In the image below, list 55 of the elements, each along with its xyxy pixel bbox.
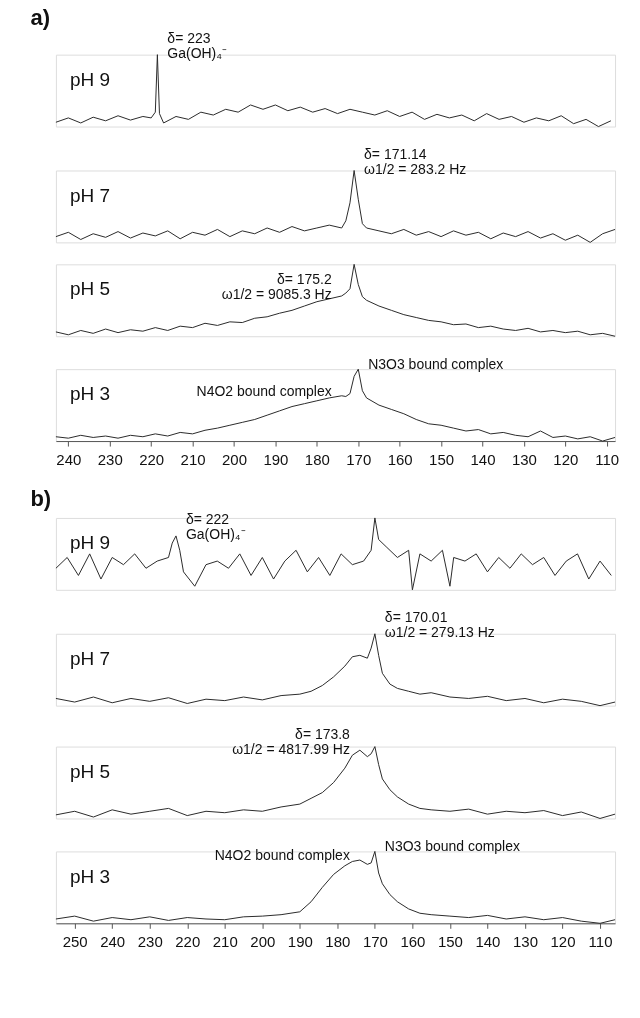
x-tick-label: 110 xyxy=(588,932,613,950)
x-tick-label: 180 xyxy=(325,932,351,950)
x-tick-label: 250 xyxy=(62,932,88,950)
x-tick-label: 110 xyxy=(595,450,620,468)
x-tick-label: 130 xyxy=(511,450,537,468)
series-label: pH 3 xyxy=(69,383,110,405)
series-label: pH 7 xyxy=(69,647,110,669)
x-tick-label: 210 xyxy=(212,932,238,950)
x-tick-label: 160 xyxy=(387,450,413,468)
x-tick-label: 130 xyxy=(512,932,538,950)
annotation: Ga(OH)₄⁻ xyxy=(185,526,246,543)
annotation: δ= 222 xyxy=(185,511,230,528)
series-label: pH 9 xyxy=(69,68,110,90)
x-tick-label: 170 xyxy=(362,932,388,950)
chart-title: a) xyxy=(30,5,50,31)
series-label: pH 7 xyxy=(69,184,110,206)
annotation: N3O3 bound complex xyxy=(384,838,520,855)
x-tick-label: 240 xyxy=(100,932,126,950)
x-tick-label: 190 xyxy=(287,932,313,950)
annotation: δ= 173.8 xyxy=(295,725,351,742)
series-label: pH 5 xyxy=(69,760,110,782)
annotation: N4O2 bound complex xyxy=(214,847,350,864)
series-label: pH 9 xyxy=(69,532,110,554)
annotation: ω1/2 = 279.13 Hz xyxy=(384,624,495,641)
annotation: N4O2 bound complex xyxy=(196,382,332,399)
x-tick-label: 230 xyxy=(137,932,163,950)
series-label: pH 3 xyxy=(69,865,110,887)
series-label: pH 5 xyxy=(69,278,110,300)
x-tick-label: 170 xyxy=(346,450,372,468)
x-tick-label: 190 xyxy=(263,450,289,468)
x-tick-label: 150 xyxy=(429,450,455,468)
x-tick-label: 150 xyxy=(437,932,463,950)
annotation: δ= 175.2 xyxy=(276,271,332,288)
x-tick-label: 140 xyxy=(470,450,496,468)
annotation: ω1/2 = 9085.3 Hz xyxy=(221,286,332,303)
annotation: δ= 171.14 xyxy=(364,146,427,162)
annotation: δ= 170.01 xyxy=(384,609,448,626)
x-tick-label: 180 xyxy=(304,450,330,468)
x-tick-label: 220 xyxy=(175,932,201,950)
x-tick-label: 230 xyxy=(97,450,123,468)
x-tick-label: 120 xyxy=(550,932,576,950)
annotation: Ga(OH)₄⁻ xyxy=(167,45,227,62)
annotation: N3O3 bound complex xyxy=(368,356,504,373)
x-tick-label: 140 xyxy=(475,932,501,950)
annotation: ω1/2 = 4817.99 Hz xyxy=(232,740,350,757)
x-tick-label: 120 xyxy=(553,450,579,468)
annotation: ω1/2 = 283.2 Hz xyxy=(364,160,467,177)
x-tick-label: 210 xyxy=(180,450,206,468)
annotation: δ= 223 xyxy=(167,30,211,47)
x-tick-label: 220 xyxy=(139,450,165,468)
x-tick-label: 200 xyxy=(250,932,276,950)
x-tick-label: 200 xyxy=(222,450,247,468)
x-tick-label: 240 xyxy=(56,450,82,468)
x-tick-label: 160 xyxy=(400,932,426,950)
chart-title: b) xyxy=(30,486,52,512)
